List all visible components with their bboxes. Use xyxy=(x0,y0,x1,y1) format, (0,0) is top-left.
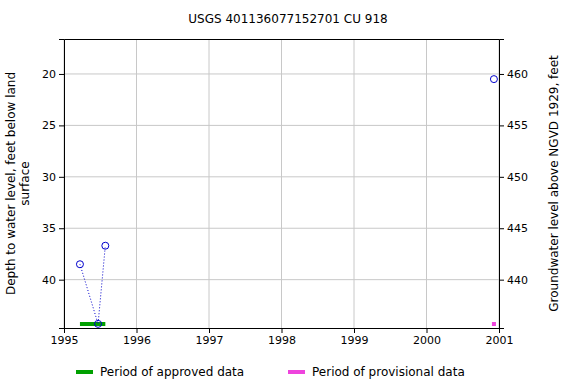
tick-label: 2001 xyxy=(486,334,514,347)
tick-label: 440 xyxy=(507,274,528,287)
tick-label: 455 xyxy=(507,119,528,132)
tick: 1996 xyxy=(123,328,151,347)
tick-label: 25 xyxy=(42,119,56,132)
tick-label: 1996 xyxy=(123,334,151,347)
axis: 20 25 30 35 40 xyxy=(42,40,65,329)
legend-label: Period of provisional data xyxy=(312,365,465,379)
tick-mark xyxy=(59,228,64,229)
legend-swatch xyxy=(288,370,305,374)
tick-label: 30 xyxy=(42,171,56,184)
tick-label: 1999 xyxy=(341,334,369,347)
y-axis-title: Depth to water level, feet below landsur… xyxy=(4,72,32,295)
series-line xyxy=(80,79,494,324)
tick-label: 35 xyxy=(42,222,56,235)
axis: 1995 1996 1997 1998 1999 2000 2001 xyxy=(51,328,514,347)
grid-line xyxy=(281,39,282,328)
grid-line xyxy=(64,73,499,74)
tick: 25 xyxy=(42,119,64,132)
tick-mark xyxy=(59,280,64,281)
tick-mark xyxy=(427,328,428,333)
legend-label: Period of approved data xyxy=(100,365,244,379)
tick: 35 xyxy=(42,222,64,235)
period-bar xyxy=(492,322,496,326)
tick: 40 xyxy=(42,274,64,287)
grid xyxy=(64,39,499,328)
tick-mark xyxy=(137,328,138,333)
tick: 455 xyxy=(499,119,528,132)
tick-mark xyxy=(209,328,210,333)
tick: 440 xyxy=(499,274,528,287)
tick: 30 xyxy=(42,171,64,184)
tick-mark xyxy=(499,74,504,75)
grid-line xyxy=(64,228,499,229)
tick: 460 xyxy=(499,68,528,81)
axis-line xyxy=(65,39,500,40)
tick: 450 xyxy=(499,171,528,184)
point xyxy=(490,76,497,83)
tick-mark xyxy=(59,125,64,126)
y-axis-title-line: Depth to water level, feet below land xyxy=(4,72,18,295)
tick-mark xyxy=(499,177,504,178)
tick: 445 xyxy=(499,222,528,235)
chart: USGS 401136077152701 CU 9181995199619971… xyxy=(0,0,576,384)
tick-mark xyxy=(59,177,64,178)
grid-line xyxy=(209,39,210,328)
title: USGS 401136077152701 CU 918 xyxy=(188,12,387,26)
grid-line xyxy=(64,125,499,126)
tick-label: 20 xyxy=(42,68,56,81)
tick-label: 40 xyxy=(42,274,56,287)
axis xyxy=(65,39,500,40)
tick-label: 1998 xyxy=(268,334,296,347)
grid-line xyxy=(64,279,499,280)
tick: 1998 xyxy=(268,328,296,347)
y2-axis-title: Groundwater level above NGVD 1929, feet xyxy=(547,55,561,312)
axis: 440 445 450 455 460 xyxy=(499,40,528,329)
y-axis-title-line: surface xyxy=(18,161,32,205)
point xyxy=(76,261,83,268)
grid-line xyxy=(426,39,427,328)
grid-line xyxy=(354,39,355,328)
point xyxy=(95,320,102,327)
tick-mark xyxy=(282,328,283,333)
axis-line xyxy=(65,329,500,334)
tick: 1995 xyxy=(51,328,79,347)
tick-mark xyxy=(499,280,504,281)
tick-label: 445 xyxy=(507,222,528,235)
axis-line xyxy=(59,40,65,329)
tick-mark xyxy=(499,228,504,229)
legend: Period of approved data Period of provisi… xyxy=(76,365,465,379)
tick-label: 1997 xyxy=(196,334,224,347)
plot-area xyxy=(76,76,497,328)
axis-line xyxy=(500,40,505,329)
tick-mark xyxy=(354,328,355,333)
tick-label: 1995 xyxy=(51,334,79,347)
tick: 1999 xyxy=(341,328,369,347)
tick-mark xyxy=(59,74,64,75)
tick-label: 2000 xyxy=(413,334,441,347)
tick-label: 450 xyxy=(507,171,528,184)
tick: 2001 xyxy=(486,328,514,347)
tick: 20 xyxy=(42,68,64,81)
tick: 1997 xyxy=(196,328,224,347)
grid-line xyxy=(64,176,499,177)
point xyxy=(102,242,109,249)
legend-swatch xyxy=(76,370,93,374)
tick-label: 460 xyxy=(507,68,528,81)
tick-mark xyxy=(499,125,504,126)
grid-line xyxy=(136,39,137,328)
tick: 2000 xyxy=(413,328,441,347)
